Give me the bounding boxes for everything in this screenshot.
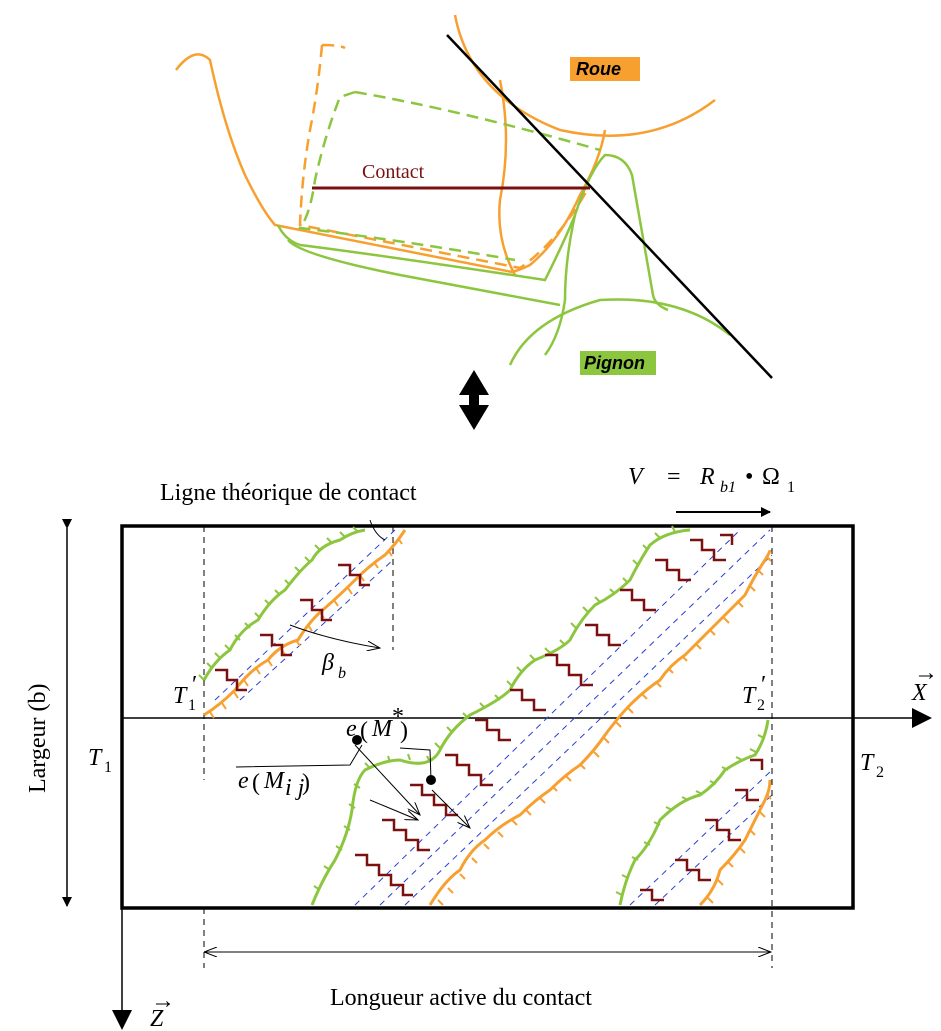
svg-text:′: ′ [761,672,766,698]
T2-prime-label: T 2 ′ [742,672,766,714]
svg-text:→: → [914,660,938,686]
svg-text:2: 2 [876,764,884,781]
point-M-ij [352,735,362,745]
svg-text:e: e [346,716,357,742]
line-of-action [446,34,773,379]
wheel-label-bg [570,57,640,81]
wheel-profile-c [698,779,772,907]
wheel-tooth-flank [498,79,517,276]
pinion-hatch-c [615,734,765,896]
svg-text:T: T [860,750,875,776]
T1-label: T 1 [88,745,112,776]
pinion-tooth-flank [543,214,577,356]
svg-text:R: R [699,464,715,490]
pinion-tooth-dashed [297,90,601,262]
svg-text:): ) [400,718,408,744]
svg-text:(: ( [360,718,368,744]
T1-prime-label: T 1 ′ [173,672,197,714]
x-axis-label: X → [911,660,938,706]
wheel-hatch-a [209,537,403,719]
pinion-profile-c [618,719,770,906]
z-axis-label: Z → [150,988,175,1031]
e-M-star-label: e ( M * ) [346,704,408,744]
contact-zone-b [310,525,772,906]
svg-text:→: → [151,988,175,1014]
pinion-base-arc [508,298,731,366]
svg-text:β: β [321,650,334,676]
T2-label: T 2 [860,750,884,781]
svg-text:b: b [338,665,346,682]
leader-lines [235,519,470,828]
contact-plane [62,507,932,1030]
contact-label: Contact [362,161,425,183]
svg-text:V: V [628,464,645,490]
wheel-tooth-profile [175,53,607,274]
svg-text:): ) [302,770,310,796]
svg-text:M: M [371,716,394,742]
svg-text:e: e [238,768,249,794]
svg-text:*: * [392,704,404,730]
plane-frame [120,524,855,910]
svg-text:1: 1 [188,697,196,714]
svg-text:i j: i j [285,775,305,801]
svg-text:Z: Z [150,1006,164,1031]
wheel-hatch-b [437,555,772,906]
active-length-label: Longueur active du contact [330,985,592,1011]
svg-text:T: T [742,683,757,709]
svg-text:M: M [263,768,286,794]
wheel-hatch-c [707,793,772,904]
velocity-equation: V = R b1 • Ω 1 [628,464,795,496]
double-arrow-icon [459,370,489,430]
svg-text:b1: b1 [720,479,736,496]
beta-label: β b [321,650,346,682]
wheel-tooth-dashed [298,43,592,270]
svg-text:•: • [745,464,753,490]
svg-text:Ω: Ω [762,464,780,490]
e-M-ij-label: e ( M i j ) [238,768,310,801]
svg-text:1: 1 [104,759,112,776]
pinion-profile-a [202,528,366,681]
contact-line-label: Ligne théorique de contact [160,480,417,506]
pinion-label-bg [580,351,656,375]
svg-text:T: T [173,683,188,709]
contact-steps-a [215,563,370,692]
contact-zone-c [615,719,772,907]
svg-text:T: T [88,745,103,771]
contact-zone-a [198,526,407,719]
pinion-root-arc [287,239,561,307]
pinion-tooth-profile [276,153,669,312]
gear-mesh-sketch: Contact Roue Pignon [175,14,773,379]
width-label: Largeur (b) [25,684,51,794]
wheel-profile-b [428,549,772,906]
svg-text:1: 1 [787,479,795,496]
pinion-hatch-a [198,526,359,681]
contact-steps-b [355,533,734,897]
wheel-label: Roue [576,59,621,79]
contact-steps-c [640,758,764,902]
svg-text:=: = [667,464,681,490]
svg-text:2: 2 [757,697,765,714]
svg-text:′: ′ [192,672,197,698]
pinion-label: Pignon [584,353,645,373]
svg-text:X: X [911,680,928,706]
svg-text:(: ( [252,770,260,796]
pinion-hatch-b [313,525,676,891]
